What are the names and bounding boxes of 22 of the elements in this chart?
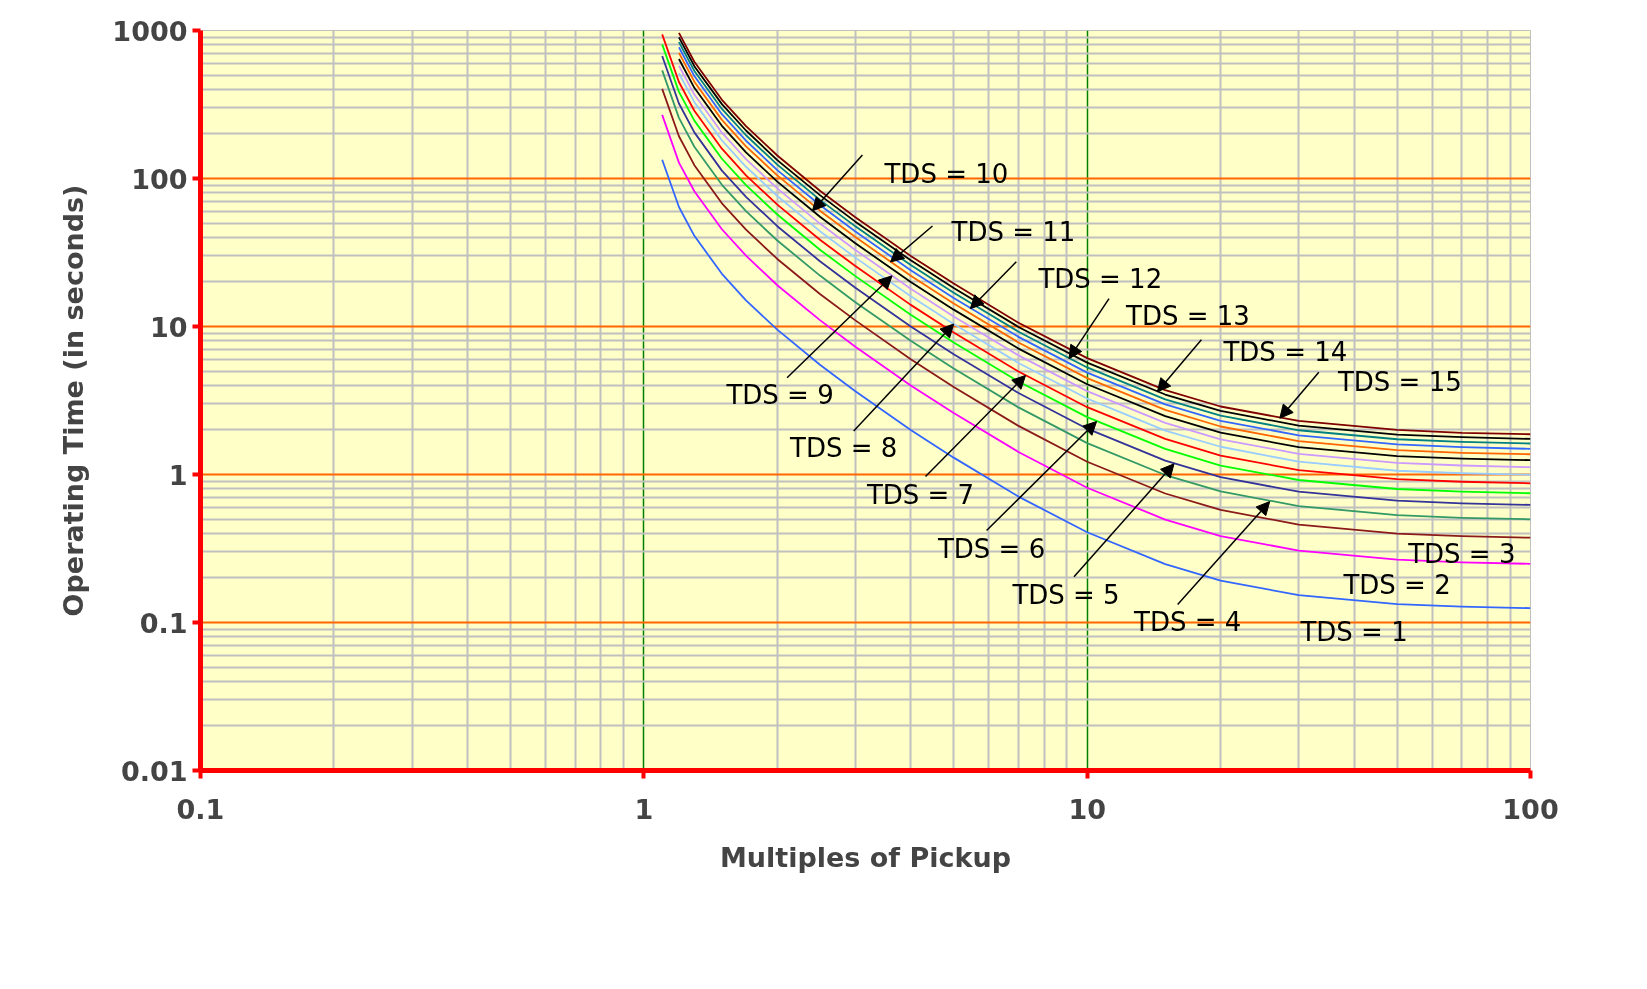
annotation: TDS = 2 — [1342, 569, 1451, 600]
x-tick-label: 1 — [634, 793, 654, 825]
y-axis-title: Operating Time (in seconds) — [58, 184, 90, 617]
annotation: TDS = 14 — [1222, 336, 1348, 367]
y-tick-label: 1000 — [112, 15, 188, 47]
annotation: TDS = 13 — [1125, 300, 1250, 331]
annotation: TDS = 6 — [936, 533, 1046, 564]
x-axis-title: Multiples of Pickup — [719, 841, 1012, 873]
annotation: TDS = 8 — [789, 432, 898, 463]
annotation: TDS = 11 — [950, 216, 1076, 247]
x-tick-label: 0.1 — [176, 793, 225, 825]
annotation: TDS = 9 — [725, 379, 834, 410]
y-tick-label: 0.01 — [120, 755, 188, 787]
x-tick-label: 10 — [1068, 793, 1106, 825]
x-tick-label: 100 — [1502, 793, 1559, 825]
y-tick-label: 0.1 — [139, 607, 188, 639]
annotation: TDS = 15 — [1336, 367, 1462, 398]
annotation: TDS = 1 — [1299, 616, 1408, 647]
y-tick-label: 100 — [131, 163, 188, 195]
annotation: TDS = 7 — [865, 480, 975, 511]
y-tick-label: 1 — [168, 459, 188, 491]
y-tick-label: 10 — [149, 311, 188, 343]
